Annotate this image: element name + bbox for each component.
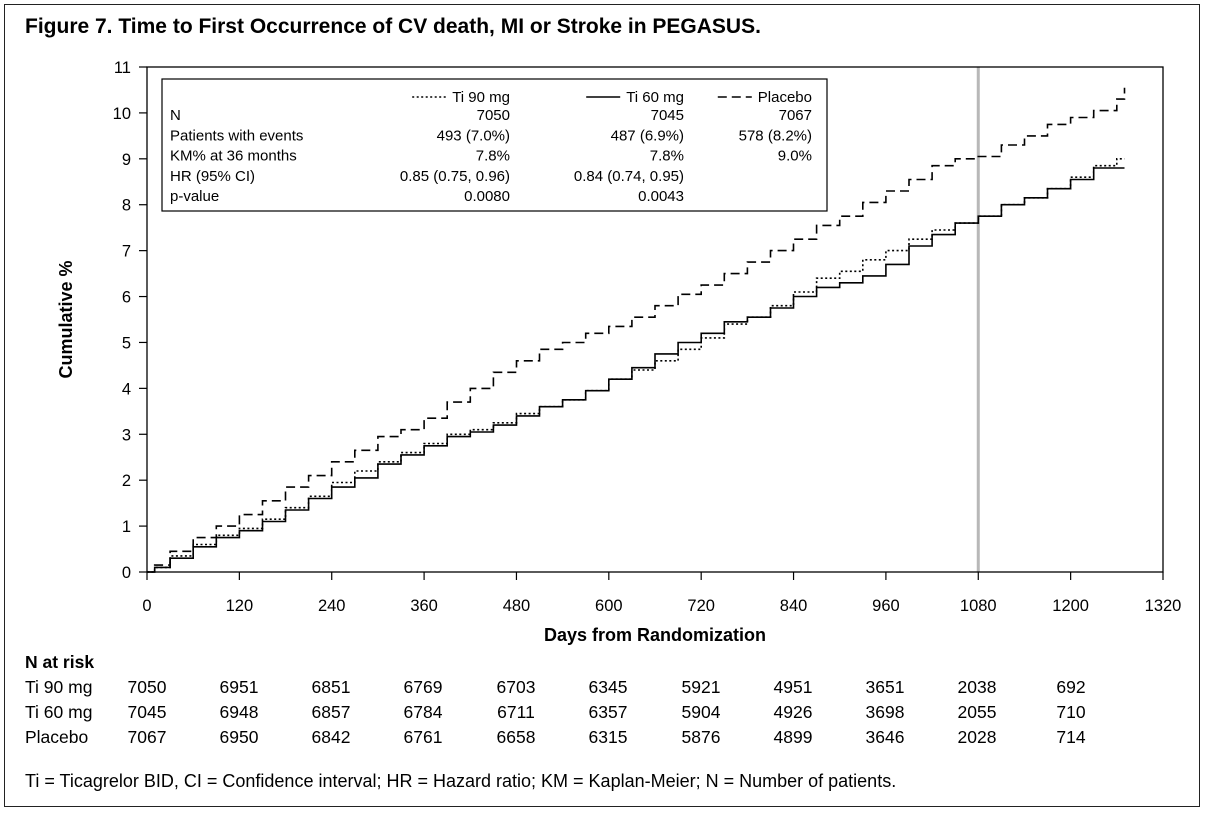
legend-column-header: Placebo	[758, 89, 812, 106]
y-axis-title: Cumulative %	[56, 260, 76, 378]
series-line-placebo	[147, 87, 1126, 573]
y-tick-label: 0	[122, 564, 131, 582]
legend-cell: 487 (6.9%)	[611, 127, 684, 144]
legend-cell: 7045	[651, 107, 684, 124]
y-tick-label: 5	[122, 334, 131, 352]
x-tick-label: 1320	[1145, 597, 1182, 615]
x-tick-label: 120	[226, 597, 254, 615]
y-tick-label: 9	[122, 151, 131, 169]
legend-cell: 0.0080	[464, 188, 510, 205]
legend-row-label: KM% at 36 months	[170, 148, 297, 165]
legend-cell: 9.0%	[778, 148, 812, 165]
y-tick-label: 8	[122, 197, 131, 215]
x-tick-label: 600	[595, 597, 623, 615]
legend-cell: 0.85 (0.75, 0.96)	[400, 168, 510, 185]
x-axis: 0 120 240 360 480 600 720 840 960 1080 1200 1320	[142, 572, 1181, 615]
y-tick-label: 2	[122, 472, 131, 490]
legend-cell: 493 (7.0%)	[437, 127, 510, 144]
series-layer	[147, 87, 1126, 573]
y-tick-label: 3	[122, 426, 131, 444]
x-tick-label: 360	[410, 597, 438, 615]
figure-frame	[4, 4, 1200, 807]
y-tick-label: 7	[122, 243, 131, 261]
legend-row-label: p-value	[170, 188, 219, 205]
y-tick-label: 4	[122, 380, 131, 398]
x-tick-label: 960	[872, 597, 900, 615]
legend-cell: 7050	[477, 107, 510, 124]
legend-column-header: Ti 60 mg	[626, 89, 684, 106]
y-tick-label: 1	[122, 518, 131, 536]
legend-row-label: Patients with events	[170, 127, 303, 144]
figure-title: Figure 7. Time to First Occurrence of CV…	[25, 15, 761, 38]
x-axis-title: Days from Randomization	[544, 625, 766, 645]
x-tick-label: 720	[687, 597, 715, 615]
footnote: Ti = Ticagrelor BID, CI = Confidence int…	[25, 771, 897, 791]
y-axis: 0 1 2 3 4 5 6 7 8 9 10 11	[113, 59, 147, 582]
legend-box	[161, 78, 828, 212]
plot-area-border	[146, 66, 1164, 573]
legend-cell: 7.8%	[476, 148, 510, 165]
legend-cell: 7067	[779, 107, 812, 124]
legend-cell: 7.8%	[650, 148, 684, 165]
y-tick-label: 10	[113, 105, 131, 123]
legend-row-label: HR (95% CI)	[170, 168, 255, 185]
x-tick-label: 840	[780, 597, 808, 615]
x-tick-label: 1200	[1052, 597, 1089, 615]
y-tick-label: 6	[122, 289, 131, 307]
legend-column-header: Ti 90 mg	[452, 89, 510, 106]
legend-row-label: N	[170, 107, 181, 124]
legend-table: N Patients with events KM% at 36 months HR …	[161, 78, 828, 212]
x-tick-label: 480	[503, 597, 531, 615]
x-tick-label: 240	[318, 597, 346, 615]
legend-cell: 578 (8.2%)	[739, 127, 812, 144]
y-tick-label: 11	[114, 59, 131, 77]
legend-cell: 0.0043	[638, 188, 684, 205]
x-tick-label: 0	[142, 597, 151, 615]
x-tick-label: 1080	[960, 597, 997, 615]
legend-cell: 0.84 (0.74, 0.95)	[574, 168, 684, 185]
series-line-ti-60-mg	[147, 167, 1125, 573]
